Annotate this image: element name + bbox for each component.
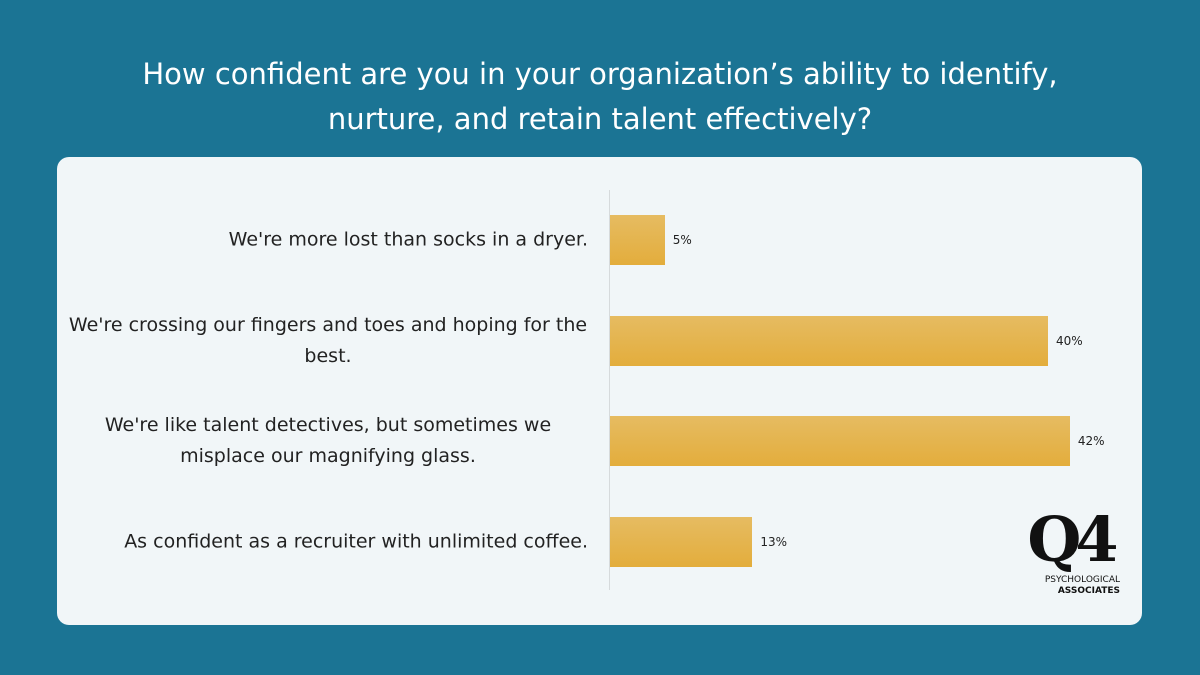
chart-title: How confident are you in your organizati… (142, 57, 1058, 136)
logo-text: ASSOCIATES (1057, 586, 1120, 596)
category-label-box: We're more lost than socks in a dryer. (68, 225, 588, 256)
category-label: As confident as a recruiter with unlimit… (124, 530, 588, 553)
value-label: 5% (672, 233, 692, 247)
category-label: We're like talent detectives, but someti… (104, 414, 552, 468)
bar (610, 315, 1048, 366)
value-label: 40% (1056, 333, 1083, 348)
logo-text: PSYCHOLOGICAL (1044, 575, 1120, 585)
bar (610, 416, 1070, 467)
panel (57, 157, 1142, 625)
value-label: 13% (760, 535, 788, 550)
value-label: 42% (1077, 434, 1105, 449)
bar (610, 517, 753, 568)
category-label: We're more lost than socks in a dryer. (228, 228, 588, 251)
category-label-box: We're like talent detectives, but someti… (68, 410, 588, 472)
logo-mark: Q4 (1027, 503, 1118, 576)
logo: Q4 PSYCHOLOGICAL ASSOCIATES (1020, 505, 1120, 597)
axis-line (609, 190, 610, 590)
bar (610, 215, 665, 265)
category-label: We're crossing our fingers and toes and … (68, 313, 588, 367)
category-label-box: As confident as a recruiter with unlimit… (68, 527, 588, 558)
category-label-box: We're crossing our fingers and toes and … (68, 310, 588, 372)
